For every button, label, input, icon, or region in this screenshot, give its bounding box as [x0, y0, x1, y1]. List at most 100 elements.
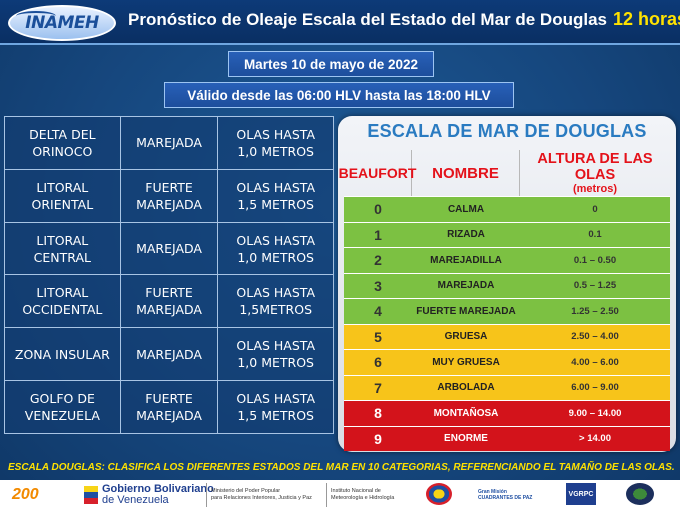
forecast-state: FUERTE MAREJADA [119, 380, 219, 434]
scale-nombre: MAREJADA [437, 280, 495, 292]
forecast-waves: OLAS HASTA 1,0 METROS [217, 327, 334, 382]
gobierno-text: Gobierno Bolivariano de Venezuela [102, 484, 214, 506]
scale-nombre: FUERTE MAREJADA [416, 305, 516, 317]
scale-beaufort: 3 [374, 277, 382, 294]
gobierno-line1: Gobierno Bolivariano [102, 483, 214, 495]
forecast-state: MAREJADA [119, 221, 219, 276]
forecast-zone: ZONA INSULAR [4, 327, 121, 382]
scale-altura: 1.25 – 2.50 [571, 305, 619, 317]
validity-label: Válido desde las 06:00 HLV hasta las 18:… [164, 82, 514, 108]
scale-row: 5 GRUESA 2.50 – 4.00 [344, 323, 670, 349]
forecast-waves: OLAS HASTA 1,5METROS [217, 274, 334, 329]
scale-nombre: MAREJADILLA [430, 254, 502, 266]
forecast-row: DELTA DEL ORINOCO MAREJADA OLAS HASTA 1,0 … [4, 116, 334, 170]
scale-beaufort: 8 [374, 405, 382, 422]
civil-protection-seal-icon [626, 483, 654, 505]
inameh-logo: INAMEH [8, 5, 116, 41]
forecast-state: MAREJADA [119, 327, 219, 382]
scale-altura: 2.50 – 4.00 [571, 331, 619, 343]
scale-col-altura: ALTURA DE LAS OLAS (metros) [520, 150, 670, 196]
title-hours: 12 horas [612, 9, 680, 29]
gobierno-line2: de Venezuela [102, 494, 169, 506]
logo-swoosh-icon [16, 11, 56, 21]
scale-row: 7 ARBOLADA 6.00 – 9.00 [344, 374, 670, 400]
scale-row: 4 FUERTE MAREJADA 1.25 – 2.50 [344, 298, 670, 324]
scale-header-row: BEAUFORT NOMBRE ALTURA DE LAS OLAS (metr… [339, 150, 670, 196]
page-title: Pronóstico de Oleaje Escala del Estado d… [128, 9, 680, 37]
instituto-logo: Instituto Nacional de Meteorología e Hid… [326, 483, 394, 507]
scale-row: 2 MAREJADILLA 0.1 – 0.50 [344, 247, 670, 273]
forecast-zone: LITORAL ORIENTAL [4, 168, 121, 223]
national-seal-icon [426, 483, 452, 505]
scale-nombre: MUY GRUESA [432, 356, 500, 368]
scale-row: 6 MUY GRUESA 4.00 – 6.00 [344, 349, 670, 375]
forecast-zone: LITORAL OCCIDENTAL [4, 274, 121, 329]
scale-altura: 0.5 – 1.25 [573, 280, 617, 292]
forecast-waves: OLAS HASTA 1,0 METROS [217, 221, 334, 276]
scale-beaufort: 4 [374, 303, 382, 320]
forecast-zone: GOLFO DE VENEZUELA [4, 380, 121, 434]
scale-grid: BEAUFORT NOMBRE ALTURA DE LAS OLAS (metr… [339, 150, 670, 451]
scale-row: 3 MAREJADA 0.5 – 1.25 [344, 272, 670, 298]
forecast-waves: OLAS HASTA 1,5 METROS [217, 168, 334, 223]
forecast-state: FUERTE MAREJADA [119, 168, 219, 223]
scale-rows: 0 CALMA 0 1 RIZADA 0.1 2 MAREJADILLA 0.1 – 0.50 3… [344, 196, 670, 451]
forecast-zone: LITORAL CENTRAL [4, 221, 121, 276]
scale-beaufort: 7 [374, 379, 382, 396]
cuadrantes-logo: Gran Misión CUADRANTES DE PAZ [478, 483, 532, 507]
forecast-state: MAREJADA [119, 116, 219, 170]
forecast-waves: OLAS HASTA 1,0 METROS [217, 116, 334, 170]
scale-nombre: ENORME [444, 433, 488, 445]
scale-col-altura-label: ALTURA DE LAS OLAS [537, 151, 653, 183]
scale-row: 1 RIZADA 0.1 [344, 221, 670, 247]
ministerio-logo: Ministerio del Poder Popular para Relaci… [206, 483, 312, 507]
scale-row: 0 CALMA 0 [344, 196, 670, 222]
forecast-row: LITORAL CENTRAL MAREJADA OLAS HASTA 1,0 ME… [4, 221, 334, 276]
scale-altura: 0.1 – 0.50 [573, 254, 617, 266]
date-label: Martes 10 de mayo de 2022 [228, 51, 434, 77]
forecast-row: ZONA INSULAR MAREJADA OLAS HASTA 1,0 METRO… [4, 327, 334, 382]
footer-logo-strip: 200 Gobierno Bolivariano de Venezuela Mi… [0, 480, 680, 510]
scale-col-nombre: NOMBRE [412, 150, 520, 196]
header-bar: INAMEH Pronóstico de Oleaje Escala del E… [0, 0, 680, 45]
forecast-table: DELTA DEL ORINOCO MAREJADA OLAS HASTA 1,0 … [4, 116, 334, 434]
scale-row: 8 MONTAÑOSA 9.00 – 14.00 [344, 400, 670, 426]
scale-title: ESCALA DE MAR DE DOUGLAS [367, 121, 647, 141]
scale-nombre: RIZADA [447, 229, 485, 241]
forecast-row: LITORAL ORIENTAL FUERTE MAREJADA OLAS HAST… [4, 168, 334, 223]
scale-altura: > 14.00 [579, 433, 611, 445]
instituto-text: Instituto Nacional de Meteorología e Hid… [331, 488, 395, 501]
scale-beaufort: 0 [374, 201, 382, 218]
scale-beaufort: 2 [374, 252, 382, 269]
douglas-scale-panel: ESCALA DE MAR DE DOUGLAS BEAUFORT NOMBRE… [338, 116, 676, 452]
vgrpc-logo: VGRPC [566, 483, 596, 505]
scale-altura: 0 [592, 203, 598, 215]
forecast-state: FUERTE MAREJADA [119, 274, 219, 329]
venezuela-flag-icon [84, 486, 98, 504]
title-text: Pronóstico de Oleaje Escala del Estado d… [128, 10, 607, 29]
scale-altura: 9.00 – 14.00 [568, 407, 622, 419]
ministerio-text: Ministerio del Poder Popular para Relaci… [211, 488, 312, 501]
scale-altura: 4.00 – 6.00 [571, 356, 619, 368]
forecast-row: LITORAL OCCIDENTAL FUERTE MAREJADA OLAS HA… [4, 274, 334, 329]
cuadrantes-text: Gran Misión CUADRANTES DE PAZ [478, 489, 533, 501]
gobierno-logo: Gobierno Bolivariano de Venezuela [84, 483, 214, 507]
forecast-zone: DELTA DEL ORINOCO [4, 116, 121, 170]
forecast-waves: OLAS HASTA 1,5 METROS [217, 380, 334, 434]
scale-note: ESCALA DOUGLAS: CLASIFICA LOS DIFERENTES… [8, 462, 675, 473]
scale-beaufort: 5 [374, 328, 382, 345]
scale-altura: 0.1 [588, 229, 602, 241]
scale-beaufort: 9 [374, 430, 382, 447]
scale-beaufort: 1 [374, 226, 382, 243]
scale-nombre: MONTAÑOSA [433, 407, 499, 419]
scale-col-beaufort: BEAUFORT [339, 150, 416, 196]
bicentennial-logo: 200 [12, 486, 39, 503]
forecast-row: GOLFO DE VENEZUELA FUERTE MAREJADA OLAS HA… [4, 380, 334, 434]
scale-altura: 6.00 – 9.00 [571, 382, 619, 394]
scale-nombre: ARBOLADA [437, 382, 495, 394]
scale-row: 9 ENORME > 14.00 [344, 425, 670, 451]
scale-nombre: GRUESA [444, 331, 488, 343]
scale-nombre: CALMA [447, 203, 485, 215]
scale-beaufort: 6 [374, 354, 382, 371]
scale-col-altura-unit: (metros) [572, 183, 617, 195]
